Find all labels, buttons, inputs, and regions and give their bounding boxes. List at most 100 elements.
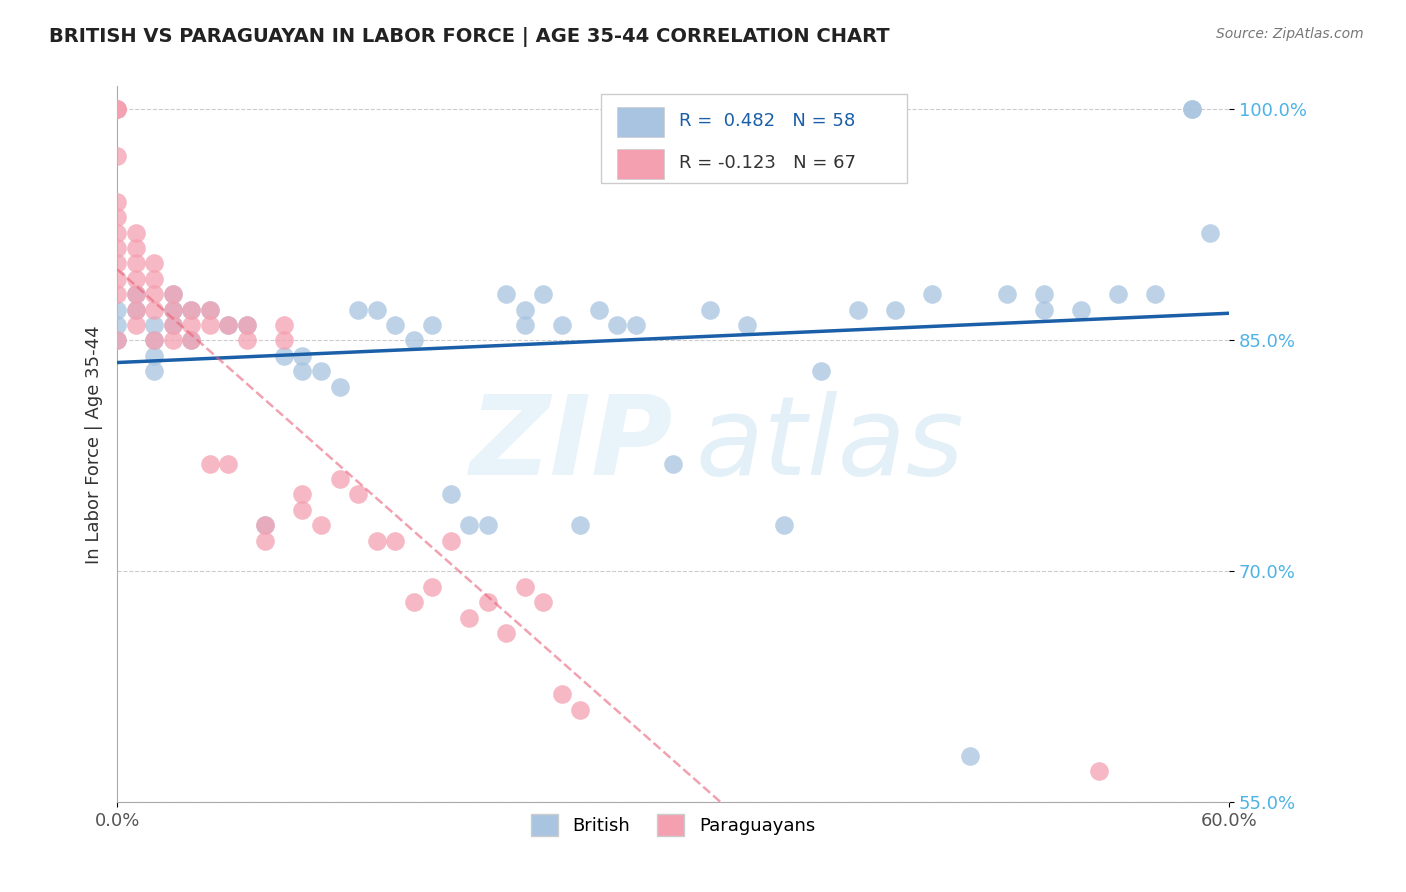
Point	[105, 302, 128, 317]
Point	[420, 318, 443, 332]
Point	[420, 580, 443, 594]
Point	[606, 841, 628, 855]
Point	[143, 256, 166, 270]
Point	[105, 287, 128, 301]
Text: R =  0.482   N = 58: R = 0.482 N = 58	[679, 112, 855, 130]
Point	[495, 287, 517, 301]
Point	[143, 318, 166, 332]
Point	[440, 487, 463, 501]
Point	[162, 334, 184, 348]
Point	[569, 518, 592, 533]
Point	[588, 826, 610, 840]
Point	[846, 302, 869, 317]
Point	[143, 364, 166, 378]
Y-axis label: In Labor Force | Age 35-44: In Labor Force | Age 35-44	[86, 325, 103, 564]
Point	[198, 457, 221, 471]
Point	[347, 487, 370, 501]
Point	[162, 287, 184, 301]
FancyBboxPatch shape	[617, 107, 664, 137]
Point	[644, 872, 666, 887]
Point	[1181, 103, 1204, 117]
Point	[198, 302, 221, 317]
Point	[551, 688, 574, 702]
Point	[1088, 764, 1111, 779]
Point	[1181, 103, 1204, 117]
Point	[495, 626, 517, 640]
Point	[513, 580, 536, 594]
Point	[105, 272, 128, 286]
Point	[273, 334, 295, 348]
Point	[531, 287, 554, 301]
Point	[1070, 302, 1092, 317]
Point	[624, 318, 647, 332]
Point	[125, 287, 148, 301]
Point	[810, 364, 832, 378]
Point	[143, 334, 166, 348]
Point	[105, 211, 128, 225]
Point	[198, 302, 221, 317]
Point	[662, 888, 685, 892]
Point	[125, 318, 148, 332]
Point	[606, 318, 628, 332]
Point	[125, 226, 148, 240]
Point	[402, 334, 425, 348]
Point	[105, 194, 128, 209]
Point	[105, 226, 128, 240]
Point	[254, 533, 277, 548]
Point	[125, 302, 148, 317]
Point	[105, 103, 128, 117]
Point	[699, 302, 721, 317]
Point	[995, 287, 1018, 301]
Point	[143, 302, 166, 317]
Point	[309, 364, 332, 378]
Point	[273, 318, 295, 332]
Text: R = -0.123   N = 67: R = -0.123 N = 67	[679, 154, 856, 172]
Point	[1107, 287, 1129, 301]
Point	[1032, 287, 1054, 301]
Point	[180, 334, 202, 348]
Point	[162, 318, 184, 332]
Point	[291, 487, 314, 501]
Point	[458, 610, 481, 624]
Point	[105, 103, 128, 117]
Text: atlas: atlas	[696, 391, 965, 498]
Point	[273, 349, 295, 363]
Point	[773, 518, 796, 533]
Point	[328, 379, 350, 393]
Point	[125, 256, 148, 270]
Point	[162, 287, 184, 301]
Point	[309, 518, 332, 533]
Point	[1032, 302, 1054, 317]
Point	[569, 703, 592, 717]
Point	[105, 103, 128, 117]
Point	[180, 302, 202, 317]
Point	[180, 318, 202, 332]
Point	[366, 533, 388, 548]
Point	[588, 302, 610, 317]
Point	[366, 302, 388, 317]
Point	[921, 287, 943, 301]
Point	[291, 364, 314, 378]
Point	[995, 841, 1018, 855]
Point	[105, 318, 128, 332]
Point	[180, 334, 202, 348]
Point	[105, 256, 128, 270]
Point	[180, 302, 202, 317]
Text: ZIP: ZIP	[470, 391, 673, 498]
Point	[105, 334, 128, 348]
Point	[162, 318, 184, 332]
Point	[1199, 226, 1222, 240]
Point	[254, 518, 277, 533]
Point	[125, 287, 148, 301]
Point	[143, 287, 166, 301]
Text: Source: ZipAtlas.com: Source: ZipAtlas.com	[1216, 27, 1364, 41]
Point	[217, 457, 239, 471]
FancyBboxPatch shape	[600, 94, 907, 183]
Point	[236, 318, 259, 332]
Point	[162, 302, 184, 317]
Point	[291, 349, 314, 363]
Point	[735, 318, 758, 332]
Point	[347, 302, 370, 317]
Point	[384, 533, 406, 548]
Point	[143, 349, 166, 363]
